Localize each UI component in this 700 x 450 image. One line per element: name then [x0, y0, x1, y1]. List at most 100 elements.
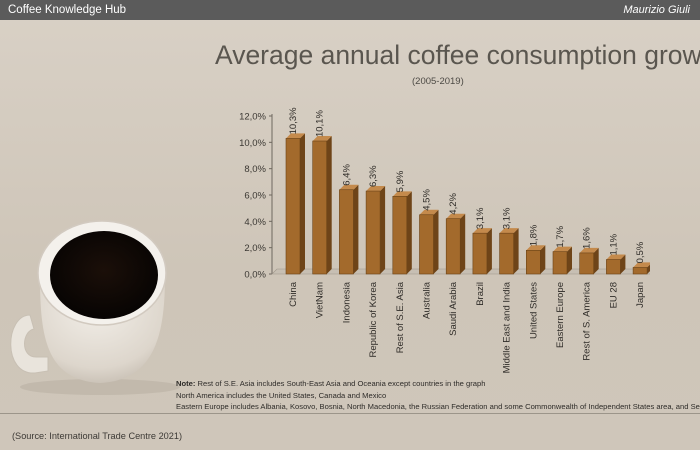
bar-front	[499, 232, 514, 275]
bar-top	[392, 191, 412, 197]
bar-top	[579, 247, 599, 253]
data-label: 6,3%	[368, 165, 379, 187]
bar-top	[553, 246, 572, 252]
top-bar: Coffee Knowledge Hub Maurizio Giuli	[0, 0, 700, 20]
author-name: Maurizio Giuli	[623, 4, 690, 16]
bar-side	[433, 209, 439, 274]
bar-9	[499, 228, 519, 275]
bar-top	[339, 184, 359, 190]
bar-top	[472, 228, 492, 234]
y-tick-label: 4,0%	[244, 217, 266, 228]
category-label: Japan	[635, 282, 646, 308]
data-label: 6,4%	[341, 164, 352, 186]
data-label: 1,8%	[528, 224, 539, 246]
bar-7	[445, 213, 466, 275]
data-label: 3,1%	[475, 207, 486, 229]
data-label: 10,1%	[315, 110, 326, 137]
category-label: Saudi Arabia	[448, 281, 459, 336]
category-label: Rest of S. America	[582, 281, 593, 360]
bar-side	[647, 264, 650, 274]
category-label: Indonesia	[341, 281, 352, 323]
bar-chart: 0,0% 2,0% 4,0% 6,0% 8,0% 10,0% 12,0% 10,3% China…	[239, 107, 650, 373]
bar-front	[525, 250, 541, 275]
y-tick-label: 6,0%	[244, 191, 266, 202]
bar-3	[339, 184, 359, 275]
category-label: VietNam	[315, 282, 326, 318]
chart-title: Average annual coffee consumption growth	[215, 40, 700, 70]
bar-side	[380, 186, 386, 274]
data-label: 4,5%	[422, 189, 433, 211]
bar-front	[419, 214, 434, 275]
bar-top	[499, 228, 519, 234]
category-label: Brazil	[475, 282, 486, 306]
bar-front	[339, 189, 354, 275]
category-label: Republic of Korea	[368, 281, 379, 357]
bar-side	[460, 213, 466, 274]
y-tick-label: 0,0%	[244, 270, 266, 281]
bar-side	[300, 133, 305, 274]
data-label: 5,9%	[395, 170, 406, 192]
bar-side	[406, 191, 412, 274]
data-label: 3,1%	[502, 207, 513, 229]
bar-side	[620, 254, 626, 274]
category-label: Australia	[422, 281, 433, 319]
category-label: China	[288, 281, 299, 307]
note-line-2: North America includes the United States…	[176, 390, 387, 400]
data-label: 1,6%	[582, 227, 593, 249]
bar-11	[552, 246, 572, 275]
footer-divider	[0, 413, 700, 414]
bar-top	[526, 245, 546, 251]
data-label: 0,5%	[635, 241, 646, 263]
bar-top	[312, 136, 332, 142]
category-label: United States	[528, 282, 539, 339]
brand-title: Coffee Knowledge Hub	[8, 4, 127, 16]
data-label: 1,1%	[608, 233, 619, 255]
bar-front	[606, 259, 621, 275]
bar-side	[513, 228, 519, 274]
bar-top	[446, 213, 466, 219]
category-label: Rest of S.E. Asia	[395, 281, 406, 353]
bar-2	[312, 136, 332, 275]
bar-top	[606, 254, 626, 260]
y-tick-label: 12,0%	[239, 112, 266, 123]
bar-10	[525, 245, 546, 275]
bar-front	[472, 232, 488, 275]
bar-12	[579, 247, 599, 275]
bar-14	[632, 262, 650, 275]
bar-8	[472, 228, 492, 275]
bar-top	[633, 262, 650, 268]
bar-side	[593, 247, 599, 274]
bar-4	[365, 186, 386, 275]
bar-top	[419, 209, 439, 215]
bar-side	[326, 136, 332, 274]
bar-13	[606, 254, 626, 275]
notes-label: Note:	[176, 379, 196, 388]
coffee-cup-icon	[10, 220, 180, 395]
note-line-1: Rest of S.E. Asia includes South-East As…	[197, 379, 486, 388]
chart-subtitle: (2005-2019)	[412, 76, 464, 87]
data-label: 4,2%	[448, 192, 459, 214]
data-label: 1,7%	[555, 225, 566, 247]
note-line-3: Eastern Europe includes Albania, Kosovo,…	[176, 402, 700, 412]
bar-side	[540, 245, 546, 274]
bar-side	[486, 228, 492, 274]
bar-side	[567, 246, 572, 274]
bar-top	[286, 133, 305, 139]
category-label: Eastern Europe	[555, 282, 566, 348]
chart-notes: Note: Rest of S.E. Asia includes South-E…	[176, 378, 700, 413]
bar-front	[285, 138, 301, 275]
bar-side	[353, 184, 359, 274]
bar-front	[365, 190, 381, 275]
source-citation: (Source: International Trade Centre 2021…	[12, 431, 183, 441]
category-label: EU 28	[608, 282, 619, 308]
y-tick-label: 8,0%	[244, 164, 266, 175]
bar-front	[552, 251, 568, 275]
y-tick-label: 2,0%	[244, 243, 266, 254]
bar-top	[366, 186, 386, 192]
bar-front	[445, 218, 461, 275]
bar-5	[392, 191, 412, 275]
bar-6	[419, 209, 439, 275]
bar-1	[285, 133, 305, 275]
bar-front	[312, 140, 327, 275]
